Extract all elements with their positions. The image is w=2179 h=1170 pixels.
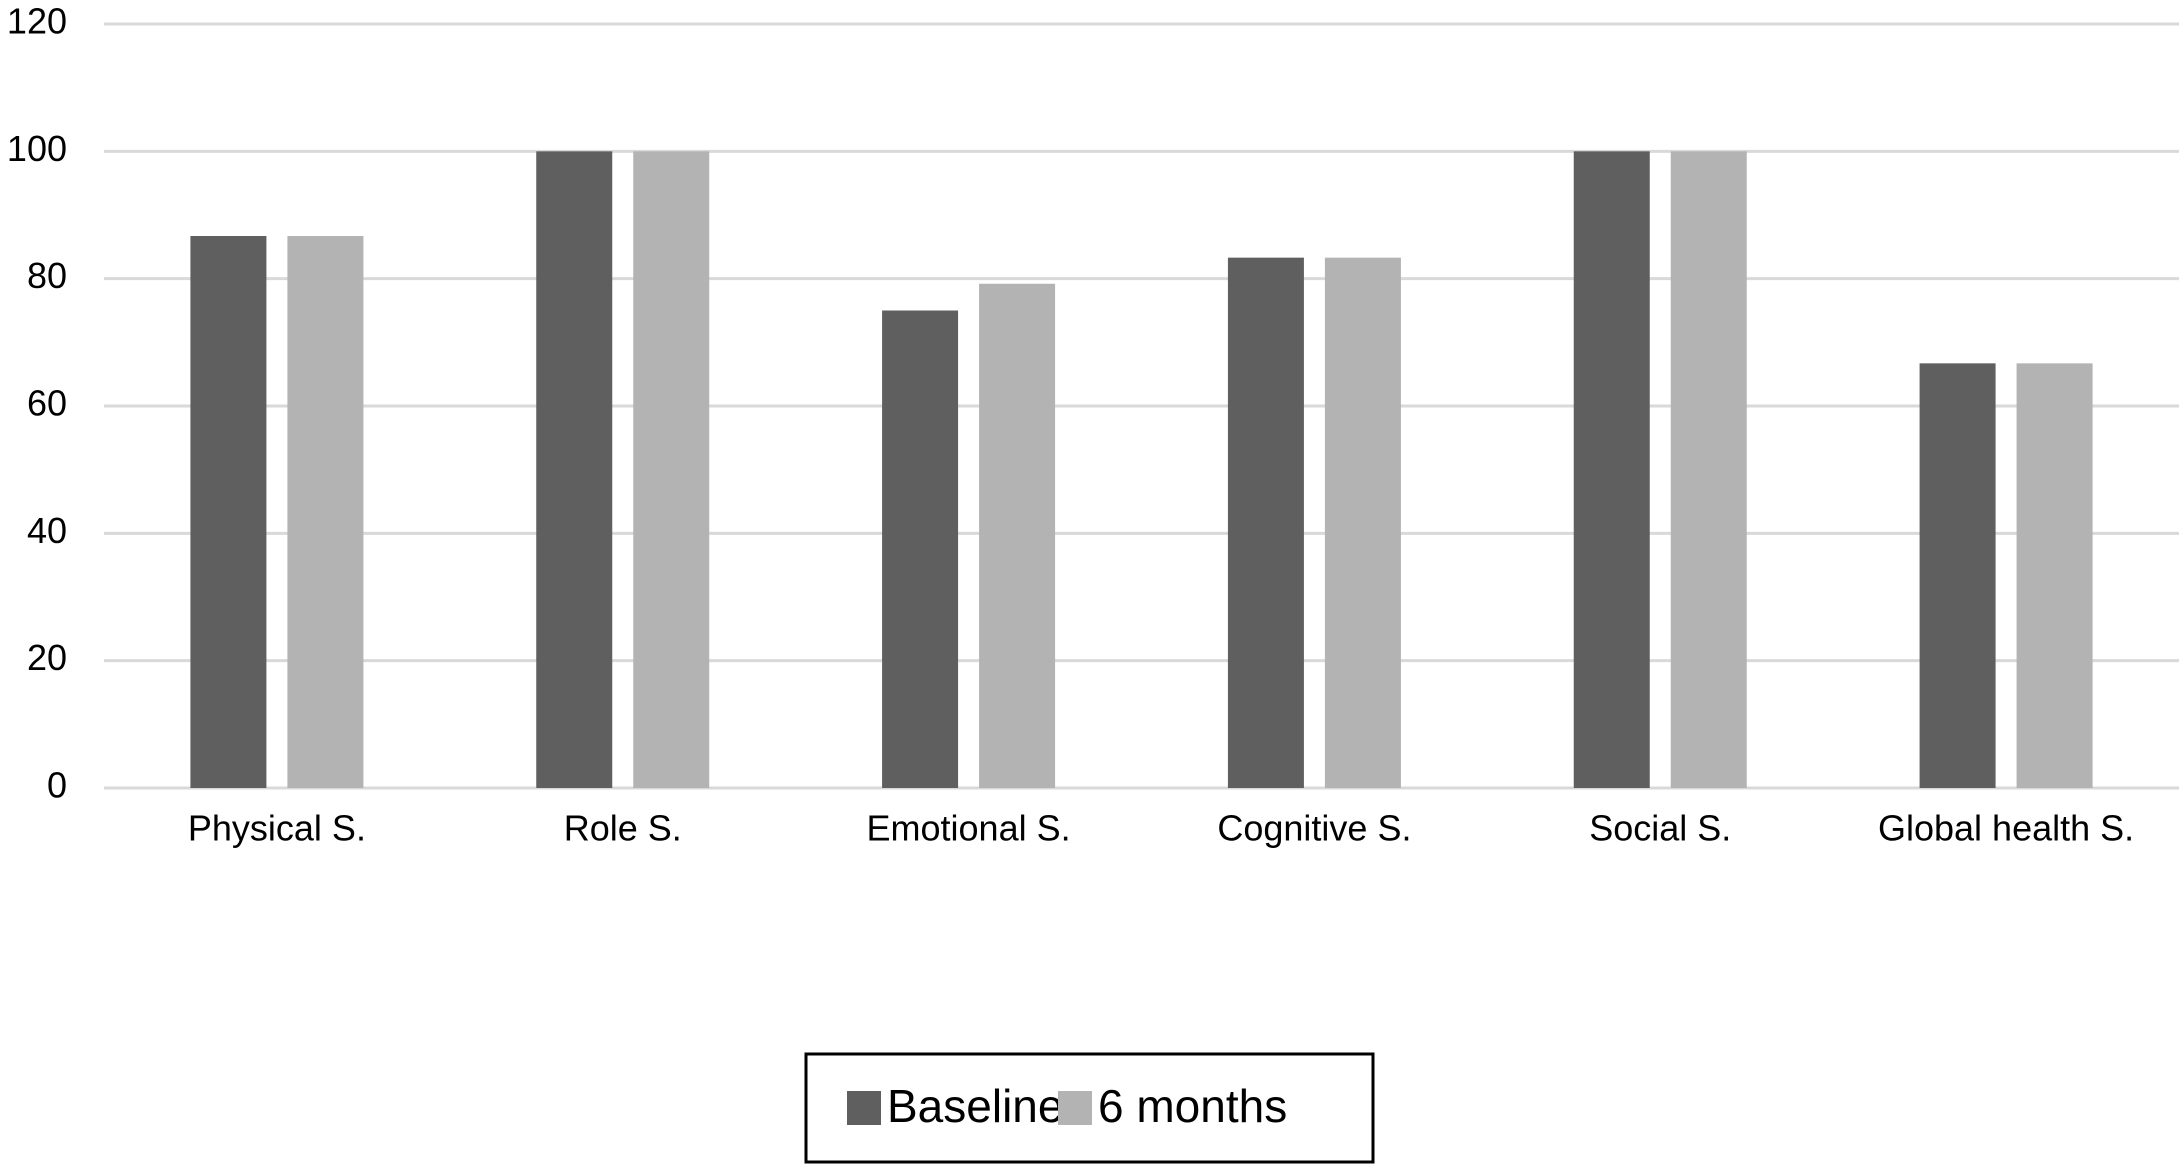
legend-label: Baseline	[887, 1080, 1063, 1132]
y-tick-label: 20	[27, 637, 67, 678]
bar	[1324, 257, 1401, 788]
y-tick-label: 80	[27, 255, 67, 296]
bar	[633, 151, 710, 789]
bar	[979, 283, 1056, 788]
x-tick-label: Physical S.	[188, 808, 366, 849]
bar	[1573, 151, 1650, 789]
x-tick-label: Global health S.	[1878, 808, 2134, 849]
bar	[190, 236, 267, 788]
bar	[287, 236, 364, 788]
bar	[1919, 363, 1996, 788]
y-tick-label: 60	[27, 383, 67, 424]
x-tick-label: Emotional S.	[867, 808, 1071, 849]
bar	[882, 310, 959, 788]
y-tick-label: 100	[7, 128, 67, 169]
legend-swatch	[847, 1091, 881, 1125]
x-tick-label: Social S.	[1589, 808, 1731, 849]
bar	[1227, 257, 1304, 788]
x-tick-label: Role S.	[564, 808, 682, 849]
bar	[536, 151, 613, 789]
y-tick-label: 40	[27, 510, 67, 551]
legend-swatch	[1058, 1091, 1092, 1125]
x-tick-label: Cognitive S.	[1217, 808, 1411, 849]
y-tick-label: 0	[47, 765, 67, 806]
y-tick-label: 120	[7, 1, 67, 42]
legend-label: 6 months	[1098, 1080, 1287, 1132]
bar	[2016, 363, 2093, 788]
bar	[1670, 151, 1747, 789]
